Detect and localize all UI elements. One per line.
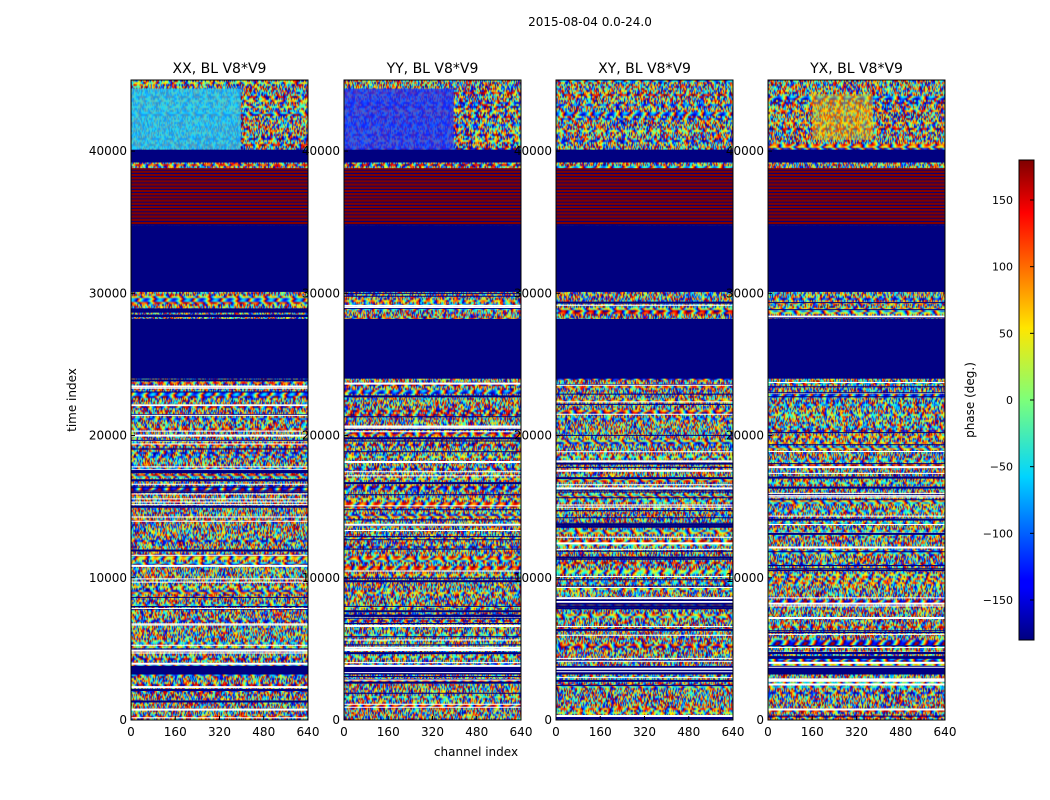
x-axis-label: channel index (434, 745, 518, 759)
panel-yx: YX, BL V8*V9 0 160 320 480 640 0 10000 20000 3000… (726, 61, 957, 739)
y-tick-label: 30000 (514, 286, 552, 300)
panel-xx: XX, BL V8*V9 0 160 320 480 640 0 10000 20000 3000… (89, 61, 320, 739)
colorbar: 150 100 50 0 −50 −100 −150 phase (deg.) (963, 159, 1035, 641)
y-tick-label: 40000 (89, 144, 127, 158)
y-tick-label: 10000 (89, 571, 127, 585)
colorbar-tick-label: −50 (990, 461, 1013, 474)
x-tick-label: 160 (589, 725, 612, 739)
y-tick-label: 40000 (514, 144, 552, 158)
x-tick-label: 160 (801, 725, 824, 739)
panel-title: YX, BL V8*V9 (809, 61, 903, 77)
colorbar-ticks: 150 100 50 0 −50 −100 −150 (983, 194, 1034, 607)
x-tick-label: 640 (934, 725, 957, 739)
x-tick-label: 0 (552, 725, 560, 739)
flagged-band (556, 225, 733, 292)
striped-band (131, 168, 308, 226)
colorbar-tick-label: 50 (999, 327, 1013, 340)
x-tick-label: 480 (252, 725, 275, 739)
panel-title: XY, BL V8*V9 (598, 61, 691, 77)
flagged-band (768, 225, 945, 292)
x-tick-label: 320 (633, 725, 656, 739)
colorbar-tick-label: −150 (983, 594, 1013, 607)
flagged-band (344, 149, 521, 163)
panel-yy: YY, BL V8*V9 0 160 320 480 640 0 10000 20000 3000… (302, 61, 533, 739)
panel-title: YY, BL V8*V9 (386, 61, 479, 77)
flagged-band (556, 149, 733, 163)
flagged-band (131, 225, 308, 292)
y-tick-label: 30000 (89, 286, 127, 300)
striped-band (556, 168, 733, 226)
panel-title: XX, BL V8*V9 (173, 61, 267, 77)
panel-xy: XY, BL V8*V9 0 160 320 480 640 0 10000 20000 3000… (514, 61, 745, 739)
flagged-band (344, 318, 521, 379)
flagged-band (131, 149, 308, 163)
y-tick-label: 40000 (726, 144, 764, 158)
y-tick-label: 0 (332, 713, 340, 727)
flagged-band (556, 665, 733, 675)
flagged-band (768, 318, 945, 379)
striped-band (344, 168, 521, 226)
striped-band (768, 168, 945, 226)
x-tick-label: 640 (722, 725, 745, 739)
y-tick-label: 0 (544, 713, 552, 727)
x-tick-label: 160 (377, 725, 400, 739)
y-tick-label: 10000 (726, 571, 764, 585)
flagged-band (556, 318, 733, 379)
y-tick-label: 0 (756, 713, 764, 727)
flagged-band (131, 665, 308, 675)
colorbar-label: phase (deg.) (963, 362, 977, 438)
low-phase-region (131, 88, 241, 150)
x-tick-label: 320 (208, 725, 231, 739)
warm-phase-region (812, 94, 874, 140)
low-phase-region (344, 88, 454, 150)
x-tick-label: 0 (127, 725, 135, 739)
y-tick-label: 20000 (302, 429, 340, 443)
colorbar-tick-label: −100 (983, 527, 1013, 540)
colorbar-tick-label: 0 (1006, 394, 1013, 407)
x-tick-label: 640 (297, 725, 320, 739)
x-tick-label: 160 (164, 725, 187, 739)
x-tick-label: 0 (340, 725, 348, 739)
x-tick-label: 320 (421, 725, 444, 739)
panels-group: XX, BL V8*V9 0 160 320 480 640 0 10000 20000 3000… (89, 61, 957, 739)
x-tick-label: 480 (677, 725, 700, 739)
y-tick-label: 20000 (726, 429, 764, 443)
y-tick-label: 30000 (302, 286, 340, 300)
y-tick-label: 0 (119, 713, 127, 727)
x-tick-label: 320 (845, 725, 868, 739)
flagged-band (768, 665, 945, 675)
flagged-band (344, 665, 521, 675)
x-tick-label: 640 (510, 725, 533, 739)
x-tick-label: 480 (465, 725, 488, 739)
colorbar-tick-label: 100 (992, 261, 1013, 274)
y-tick-label: 30000 (726, 286, 764, 300)
figure-suptitle: 2015-08-04 0.0-24.0 (528, 15, 652, 29)
y-tick-label: 40000 (302, 144, 340, 158)
y-tick-label: 10000 (302, 571, 340, 585)
flagged-band (768, 149, 945, 163)
y-tick-label: 10000 (514, 571, 552, 585)
flagged-band (344, 225, 521, 292)
flagged-band (131, 318, 308, 379)
colorbar-tick-label: 150 (992, 194, 1013, 207)
x-tick-label: 480 (889, 725, 912, 739)
y-axis-label: time index (65, 368, 79, 432)
y-tick-label: 20000 (514, 429, 552, 443)
x-tick-label: 0 (764, 725, 772, 739)
y-tick-label: 20000 (89, 429, 127, 443)
